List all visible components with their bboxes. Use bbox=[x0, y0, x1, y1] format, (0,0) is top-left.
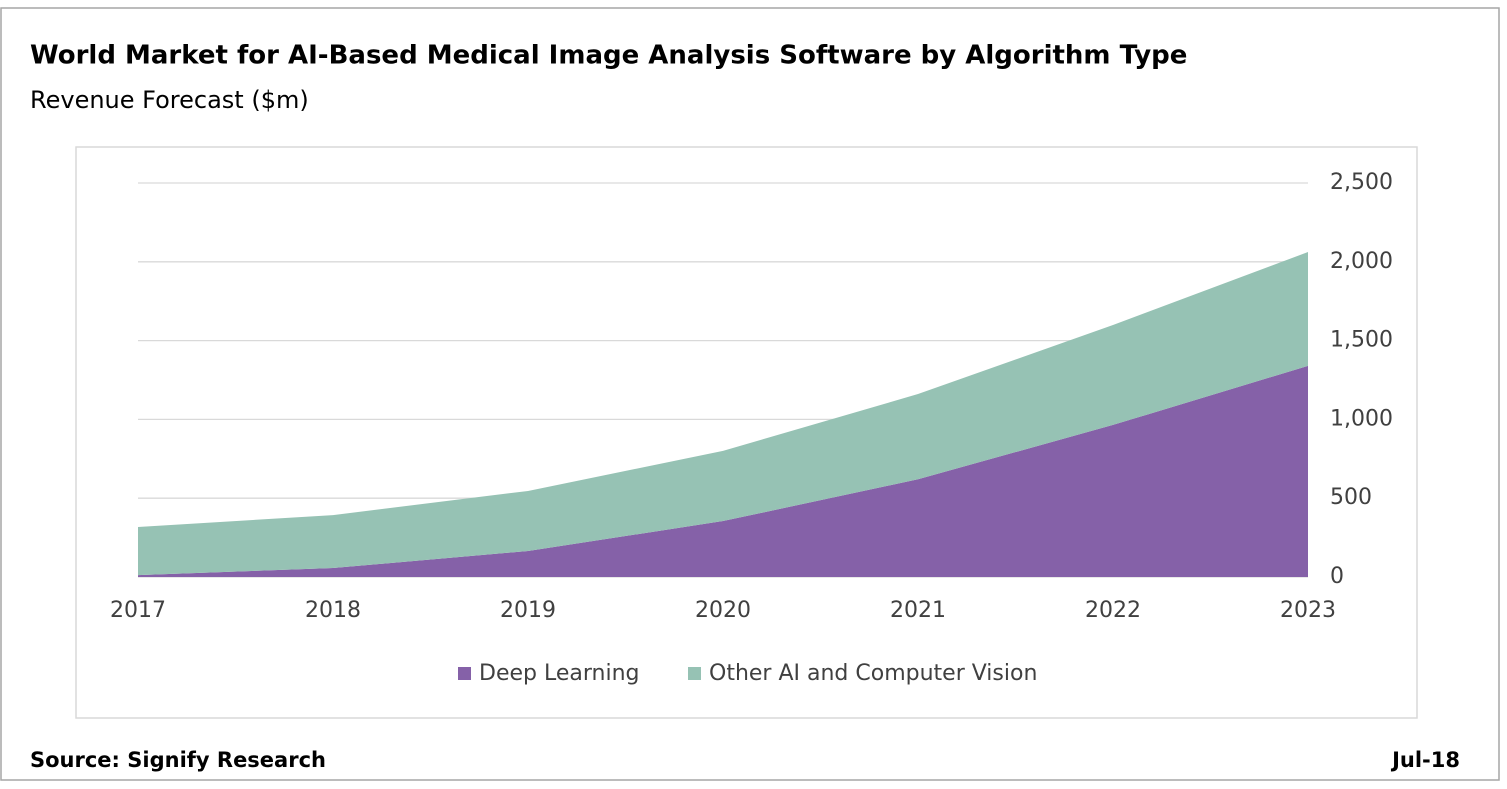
legend-swatch bbox=[458, 667, 471, 680]
y-tick-label: 1,000 bbox=[1330, 406, 1393, 431]
y-tick-label: 2,000 bbox=[1330, 249, 1393, 274]
source-note: Source: Signify Research bbox=[30, 748, 326, 772]
x-tick-label: 2022 bbox=[1085, 598, 1141, 623]
x-tick-label: 2021 bbox=[890, 598, 946, 623]
date-note: Jul-18 bbox=[1390, 748, 1460, 772]
legend-label: Deep Learning bbox=[479, 661, 639, 686]
x-tick-label: 2019 bbox=[500, 598, 556, 623]
y-tick-label: 0 bbox=[1330, 564, 1344, 589]
x-tick-label: 2020 bbox=[695, 598, 751, 623]
chart-title: World Market for AI-Based Medical Image … bbox=[30, 41, 1187, 71]
x-tick-label: 2023 bbox=[1280, 598, 1336, 623]
legend-label: Other AI and Computer Vision bbox=[709, 661, 1037, 686]
x-tick-label: 2017 bbox=[110, 598, 166, 623]
x-tick-label: 2018 bbox=[305, 598, 361, 623]
area bbox=[138, 365, 1308, 577]
y-tick-label: 500 bbox=[1330, 485, 1372, 510]
legend-swatch bbox=[688, 667, 701, 680]
y-tick-label: 1,500 bbox=[1330, 328, 1393, 353]
area bbox=[138, 252, 1308, 576]
chart-subtitle: Revenue Forecast ($m) bbox=[30, 86, 309, 114]
y-tick-label: 2,500 bbox=[1330, 170, 1393, 195]
